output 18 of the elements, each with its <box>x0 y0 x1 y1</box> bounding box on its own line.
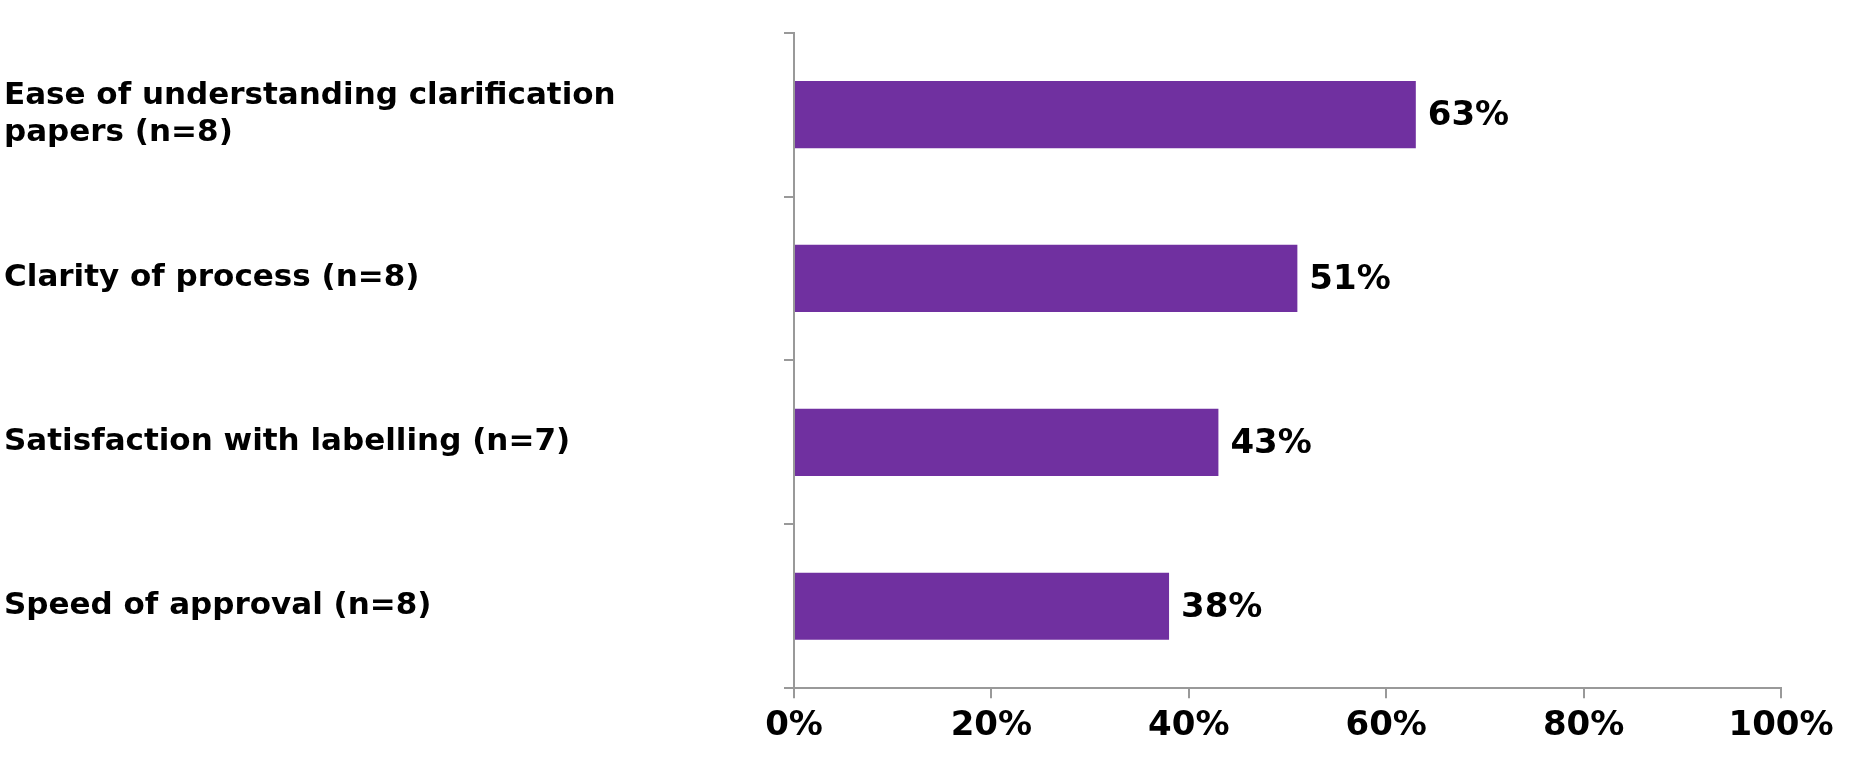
x-tick-label: 20% <box>950 703 1033 744</box>
y-tick-label: Satisfaction with labelling (n=7) <box>4 421 571 458</box>
x-tick-label: 100% <box>1728 703 1834 744</box>
y-tick-label: Ease of understanding clarification papers (n=8) <box>4 75 616 149</box>
y-tick-label: Clarity of process (n=8) <box>4 257 420 294</box>
data-label: 63% <box>1427 93 1510 134</box>
bar <box>795 572 1170 640</box>
x-tick-label: 80% <box>1542 703 1625 744</box>
y-tick-label: Speed of approval (n=8) <box>4 585 432 622</box>
bar <box>795 244 1298 313</box>
x-tick-label: 60% <box>1345 703 1427 744</box>
x-tick-label: 0% <box>765 703 823 744</box>
data-label: 43% <box>1230 421 1312 462</box>
data-label: 38% <box>1181 585 1263 626</box>
bar <box>795 80 1416 149</box>
data-label: 51% <box>1309 257 1391 298</box>
bar <box>795 408 1219 476</box>
x-tick-label: 40% <box>1148 703 1230 744</box>
